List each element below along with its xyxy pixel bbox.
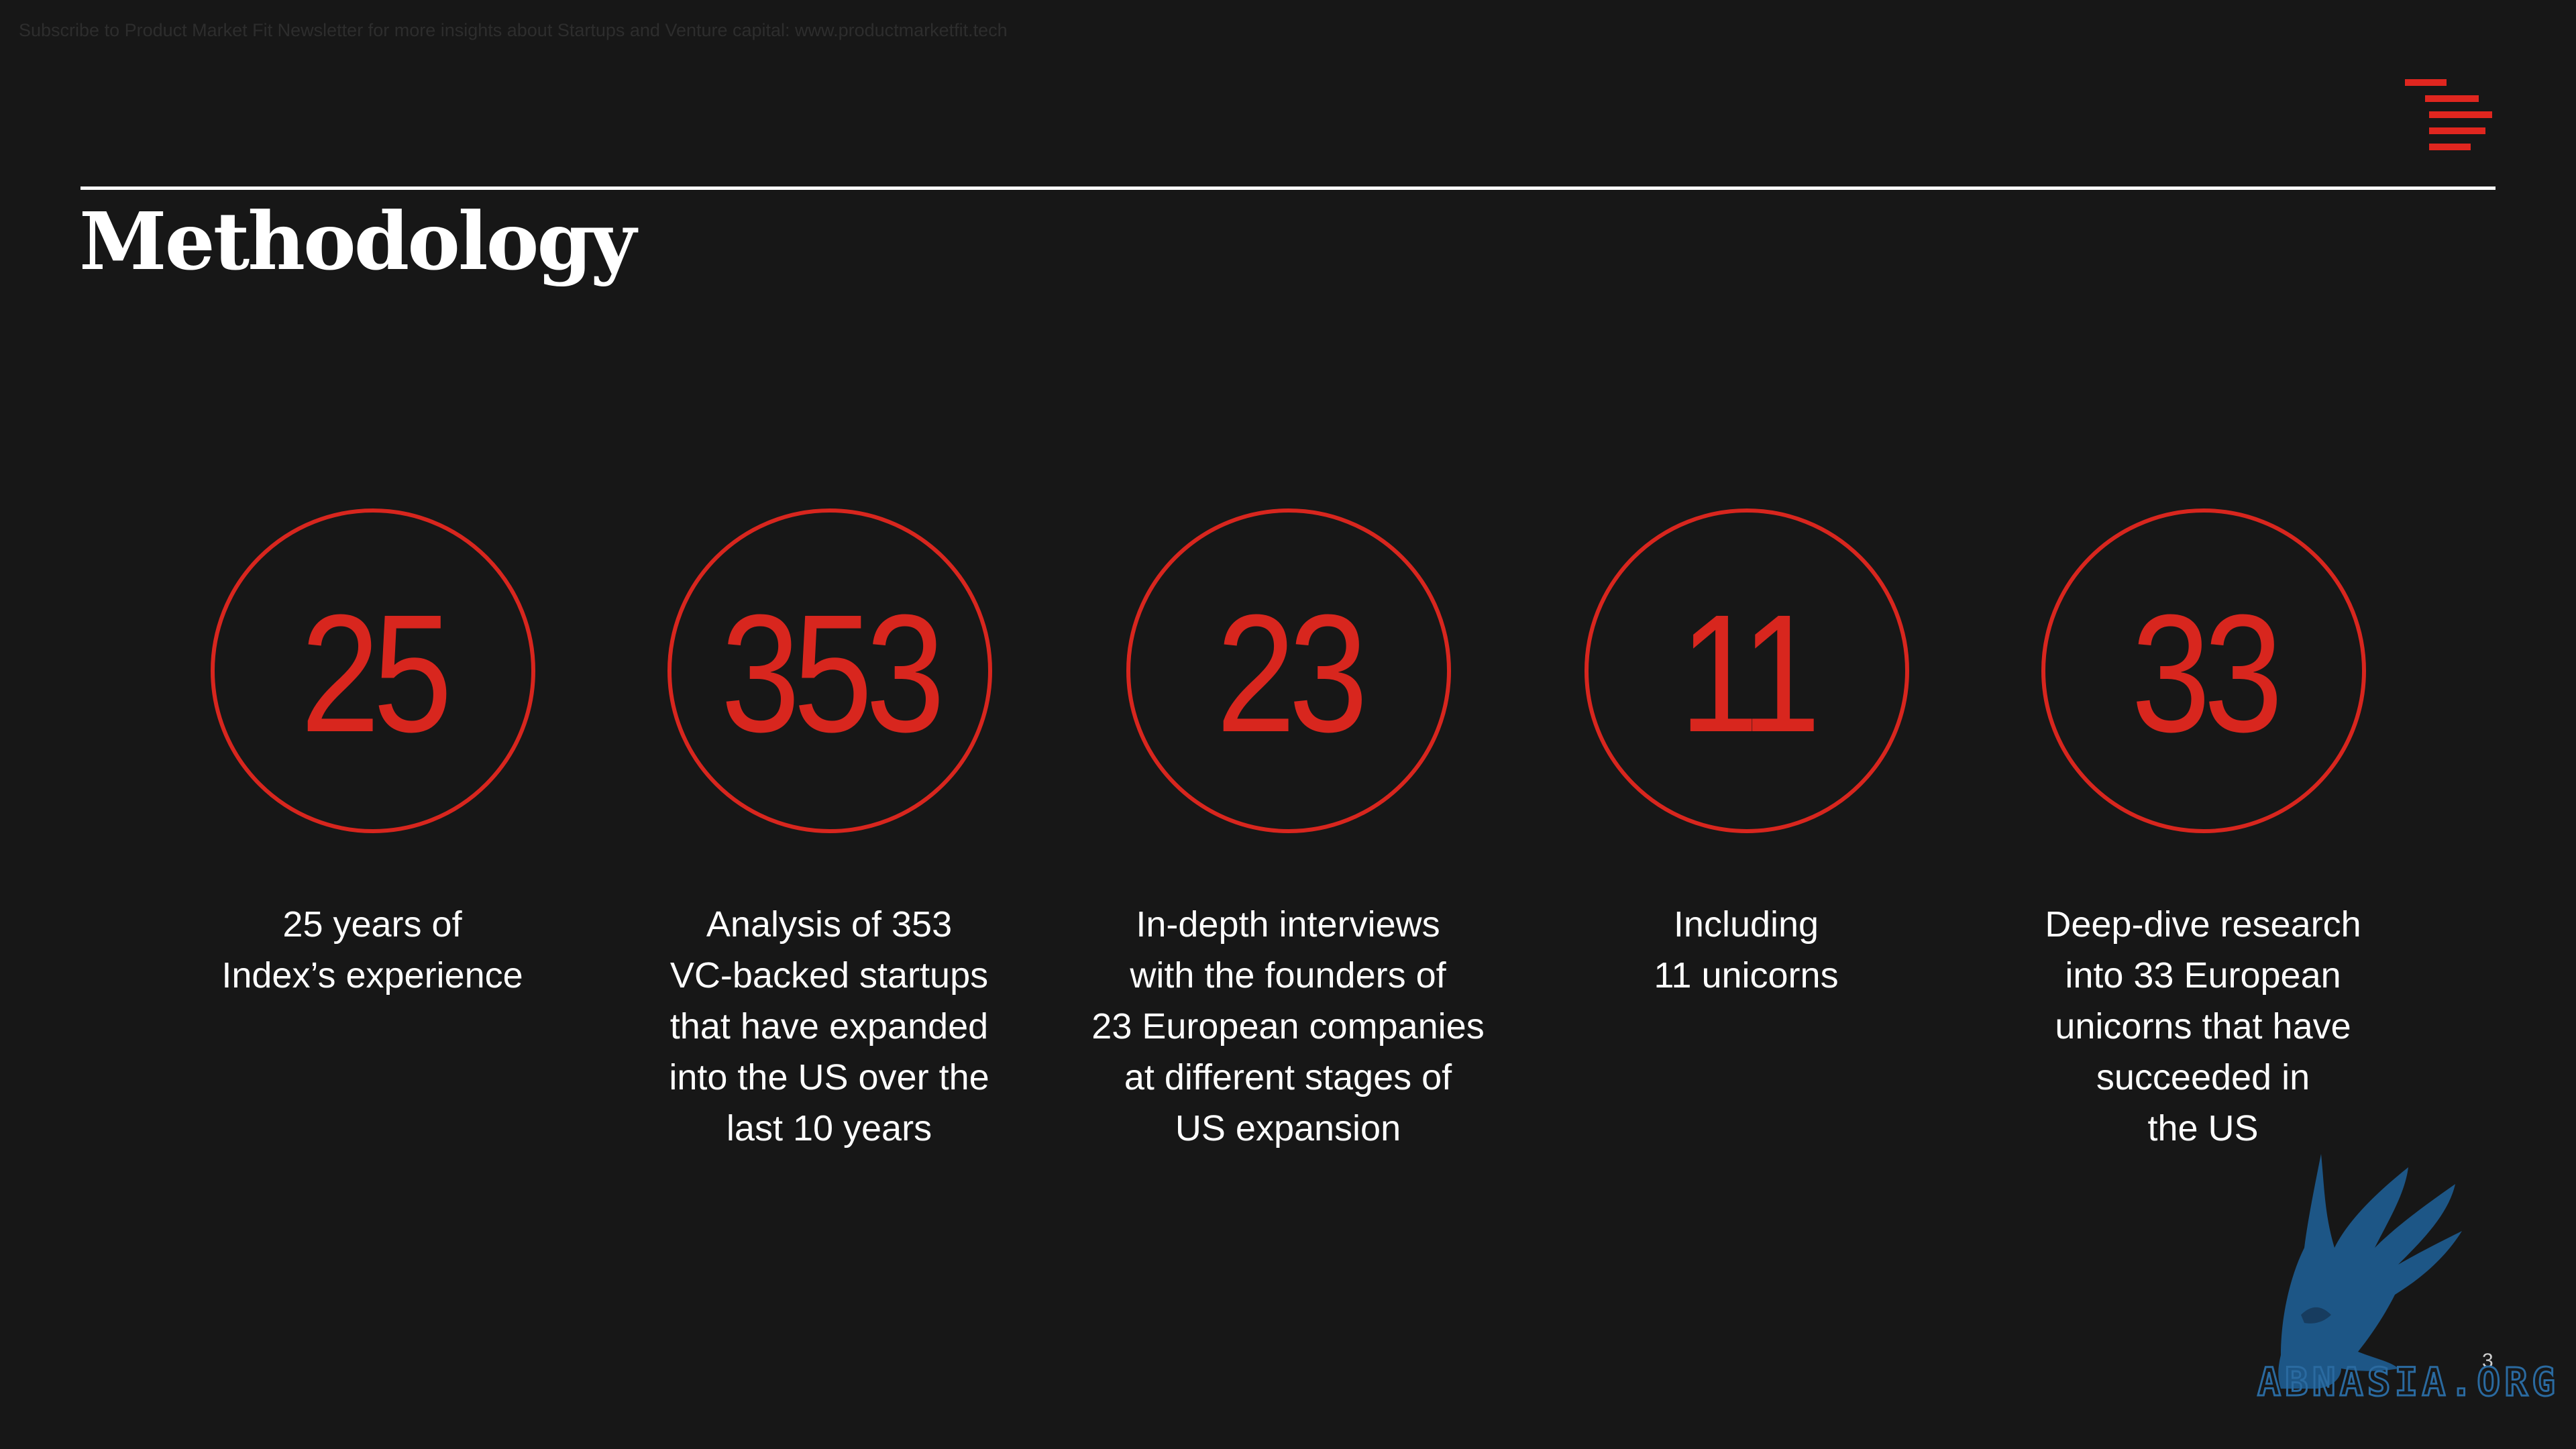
stat-description-line: the US <box>2147 1108 2259 1148</box>
index-ventures-logo-icon <box>2405 79 2499 153</box>
stat-circle: 25 <box>211 508 535 833</box>
stat-circle: 33 <box>2041 508 2366 833</box>
stat-number: 23 <box>1216 580 1368 767</box>
watermark-text: ABNASIA.ORG <box>2257 1359 2559 1405</box>
stat-description-line: Including <box>1673 904 1819 945</box>
abnasia-watermark: ABNASIA.ORG <box>2256 1154 2559 1406</box>
stat-description: In-depth interviews with the founders of… <box>1053 899 1523 1154</box>
page-number: 3 <box>2482 1350 2493 1372</box>
header-divider <box>80 186 2496 190</box>
stat-number: 25 <box>301 580 452 767</box>
stat-description-line: 23 European companies <box>1091 1006 1485 1046</box>
stat-description-line: Index’s experience <box>221 955 523 996</box>
stat-number: 353 <box>721 580 945 767</box>
stat-description-line: at different stages of <box>1124 1057 1452 1097</box>
subscribe-banner: Subscribe to Product Market Fit Newslett… <box>19 20 1008 40</box>
stat-description-line: last 10 years <box>726 1108 932 1148</box>
griffin-icon <box>2278 1154 2462 1389</box>
stat-circle: 23 <box>1126 508 1451 833</box>
stat-description-line: that have expanded <box>669 1006 989 1046</box>
stat-description-line: with the founders of <box>1130 955 1446 996</box>
stat-description-line: In-depth interviews <box>1136 904 1440 945</box>
stat-description: Including 11 unicorns <box>1511 899 1981 1001</box>
page-title: Methodology <box>79 195 637 288</box>
stat-description-line: unicorns that have <box>2055 1006 2351 1046</box>
stat-description-line: Analysis of 353 <box>706 904 953 945</box>
stat-description-line: succeeded in <box>2096 1057 2310 1097</box>
stat-description-line: into 33 European <box>2065 955 2341 996</box>
stat-circle: 353 <box>667 508 992 833</box>
stat-number: 11 <box>1679 580 1821 767</box>
stat-description-line: Deep-dive research <box>2045 904 2361 945</box>
stat-description-line: 11 unicorns <box>1654 955 1839 996</box>
stat-circle: 11 <box>1585 508 1909 833</box>
stat-number: 33 <box>2131 580 2283 767</box>
stat-description-line: US expansion <box>1175 1108 1401 1148</box>
stat-description: Analysis of 353 VC-backed startups that … <box>594 899 1064 1154</box>
stat-description-line: VC-backed startups <box>669 955 989 996</box>
stat-description: 25 years of Index’s experience <box>138 899 607 1001</box>
stat-description-line: 25 years of <box>282 904 462 945</box>
stat-description-line: into the US over the <box>669 1057 989 1097</box>
stat-description: Deep-dive research into 33 European unic… <box>1968 899 2438 1154</box>
